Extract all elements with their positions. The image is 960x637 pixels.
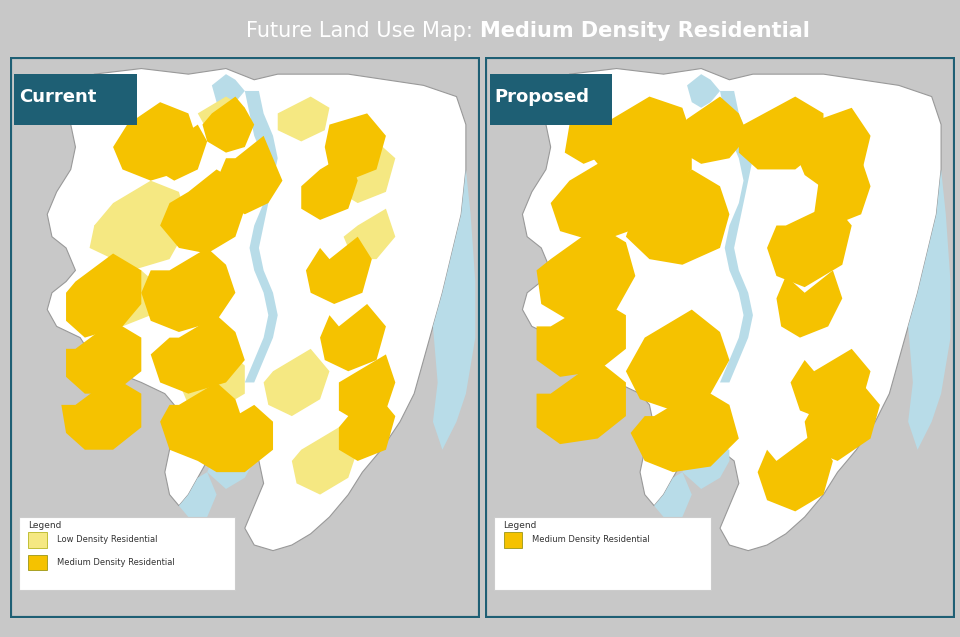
Polygon shape xyxy=(433,169,475,450)
Polygon shape xyxy=(339,394,396,461)
Polygon shape xyxy=(141,248,235,332)
Polygon shape xyxy=(777,270,842,338)
Polygon shape xyxy=(320,304,386,371)
Polygon shape xyxy=(306,237,372,304)
Text: Current: Current xyxy=(19,87,96,106)
Polygon shape xyxy=(292,427,358,494)
Polygon shape xyxy=(99,270,160,326)
Polygon shape xyxy=(339,141,396,203)
Polygon shape xyxy=(277,97,329,141)
Polygon shape xyxy=(203,97,254,153)
Text: Medium Density Residential: Medium Density Residential xyxy=(532,536,650,545)
Polygon shape xyxy=(654,472,692,517)
Text: Future Land Use Map:: Future Land Use Map: xyxy=(247,21,480,41)
Polygon shape xyxy=(160,382,245,461)
Polygon shape xyxy=(537,360,626,444)
Polygon shape xyxy=(804,382,880,461)
Bar xyxy=(494,517,710,590)
Text: Proposed: Proposed xyxy=(494,87,589,106)
Bar xyxy=(504,532,522,548)
Text: Medium Density Residential: Medium Density Residential xyxy=(57,558,175,567)
Polygon shape xyxy=(198,405,273,472)
Bar xyxy=(19,517,235,590)
Polygon shape xyxy=(94,181,188,270)
Polygon shape xyxy=(207,444,254,489)
Polygon shape xyxy=(179,349,245,410)
Polygon shape xyxy=(245,91,277,382)
Polygon shape xyxy=(687,74,720,108)
Polygon shape xyxy=(198,97,245,136)
Text: Legend: Legend xyxy=(504,521,537,530)
Text: Medium Density Residential: Medium Density Residential xyxy=(480,21,810,41)
Polygon shape xyxy=(739,97,824,169)
Polygon shape xyxy=(588,97,692,186)
Bar xyxy=(490,74,612,125)
Polygon shape xyxy=(678,97,748,164)
Polygon shape xyxy=(626,130,692,192)
Polygon shape xyxy=(344,209,396,259)
Polygon shape xyxy=(564,108,616,164)
Polygon shape xyxy=(339,354,396,422)
Polygon shape xyxy=(47,69,466,550)
Polygon shape xyxy=(537,225,636,321)
Polygon shape xyxy=(61,377,141,450)
Polygon shape xyxy=(66,321,141,394)
Polygon shape xyxy=(791,349,871,422)
Polygon shape xyxy=(151,315,245,394)
Polygon shape xyxy=(795,108,871,192)
Polygon shape xyxy=(301,153,358,220)
Polygon shape xyxy=(683,444,730,489)
Text: Legend: Legend xyxy=(29,521,61,530)
Text: Low Density Residential: Low Density Residential xyxy=(57,536,157,545)
Polygon shape xyxy=(757,433,833,512)
Polygon shape xyxy=(814,158,871,225)
Polygon shape xyxy=(324,113,386,181)
Polygon shape xyxy=(626,310,730,410)
Polygon shape xyxy=(217,136,282,214)
Polygon shape xyxy=(720,91,753,382)
Bar xyxy=(29,532,47,548)
Polygon shape xyxy=(212,74,245,108)
Polygon shape xyxy=(908,169,950,450)
Polygon shape xyxy=(113,102,198,181)
Polygon shape xyxy=(626,169,730,265)
Polygon shape xyxy=(179,472,217,517)
Bar xyxy=(14,74,136,125)
Bar xyxy=(29,555,47,570)
Polygon shape xyxy=(264,349,329,416)
Polygon shape xyxy=(767,203,852,287)
Polygon shape xyxy=(66,254,141,338)
Polygon shape xyxy=(160,169,245,254)
Polygon shape xyxy=(551,147,663,242)
Polygon shape xyxy=(89,203,151,259)
Polygon shape xyxy=(537,298,626,377)
Polygon shape xyxy=(522,69,941,550)
Polygon shape xyxy=(156,125,207,181)
Polygon shape xyxy=(631,388,739,472)
